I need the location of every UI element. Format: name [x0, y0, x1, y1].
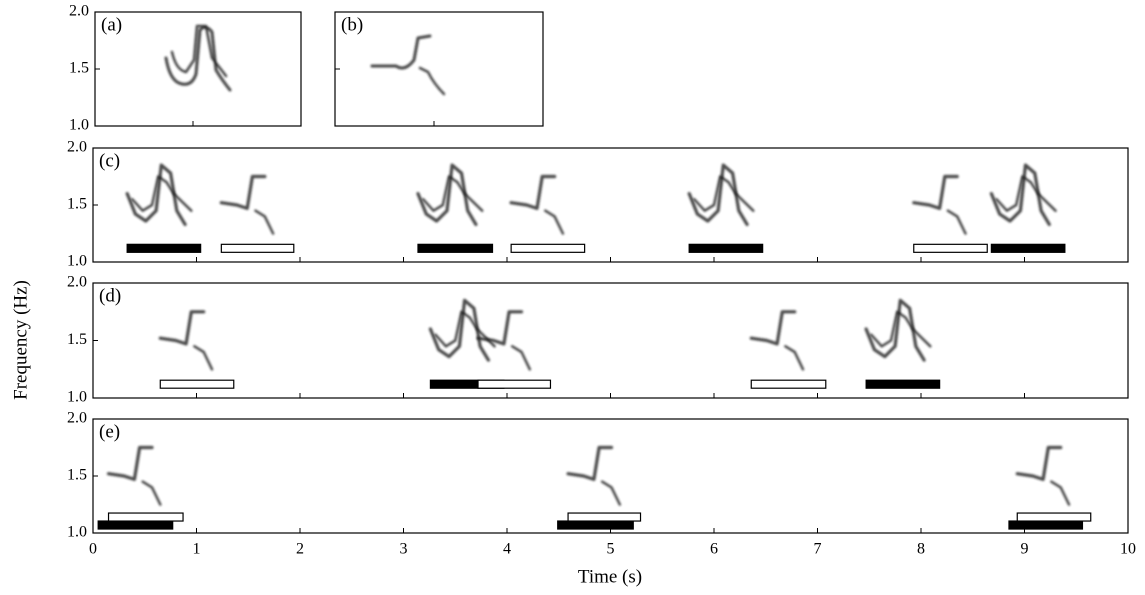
spectrogram-a	[164, 24, 232, 92]
panel-label: (c)	[99, 150, 120, 171]
syllable	[131, 175, 193, 212]
panel-label: (a)	[101, 14, 122, 35]
syllable	[509, 174, 557, 210]
y-tick-label: 2.0	[69, 3, 89, 20]
syllable	[125, 163, 187, 226]
y-tick-label: 1.0	[69, 117, 89, 134]
x-tick-label: 9	[1021, 541, 1029, 558]
syllable	[106, 445, 154, 481]
x-tick-label: 4	[503, 541, 511, 558]
x-tick-label: 2	[296, 541, 304, 558]
bar-open	[159, 379, 235, 389]
x-tick-label: 6	[710, 541, 718, 558]
syllable	[1050, 480, 1071, 506]
bar-open	[107, 512, 184, 522]
y-tick-label: 1.5	[67, 467, 87, 484]
bar-open	[913, 243, 988, 253]
panel-frame	[92, 282, 1129, 399]
bar-filled	[417, 243, 494, 253]
x-tick-label: 5	[607, 541, 615, 558]
syllable	[193, 345, 214, 371]
syllable	[566, 445, 614, 481]
panel: (b)	[334, 11, 544, 127]
syllable	[1015, 445, 1063, 481]
syllable	[434, 310, 496, 348]
panel: (a) 1.0 1.5 2.0	[69, 3, 302, 134]
syllable	[476, 310, 524, 346]
panel-label: (d)	[99, 285, 121, 306]
bar-open	[510, 243, 586, 253]
x-tick-label: 0	[89, 541, 97, 558]
y-tick-label: 1.5	[67, 196, 87, 213]
bar-open	[567, 512, 642, 522]
y-tick-label: 1.0	[67, 253, 87, 270]
bar-filled	[865, 379, 941, 389]
panel-frame	[94, 11, 302, 127]
y-axis-label: Frequency (Hz)	[10, 280, 31, 400]
y-tick-label: 1.0	[67, 389, 87, 406]
y-tick-label: 1.0	[67, 524, 87, 541]
panel-label: (e)	[99, 421, 120, 442]
bar-filled	[126, 243, 202, 253]
syllable	[687, 163, 749, 226]
syllable	[544, 209, 565, 235]
x-tick-label: 1	[193, 541, 201, 558]
syllable	[421, 175, 484, 212]
y-tick-label: 2.0	[67, 139, 87, 156]
panel: (c) 1.0 1.5 2.0	[67, 139, 1129, 270]
syllable	[995, 175, 1057, 212]
syllable	[870, 310, 932, 348]
syllable	[510, 345, 532, 371]
syllable	[946, 209, 967, 235]
bar-filled	[557, 520, 634, 530]
syllable	[749, 310, 797, 346]
syllable	[158, 310, 206, 346]
y-tick-label: 1.5	[69, 60, 89, 77]
x-tick-label: 3	[400, 541, 408, 558]
syllable	[141, 480, 162, 506]
spectrogram-b	[370, 34, 446, 96]
syllable	[219, 174, 267, 210]
panel: (d) 1.0 1.5 2.0	[67, 274, 1129, 406]
bar-open	[1016, 512, 1092, 522]
syllable	[370, 34, 432, 70]
syllable	[254, 209, 275, 235]
syllable	[864, 298, 926, 362]
x-axis-label: Time (s)	[578, 566, 642, 587]
syllable	[170, 24, 228, 78]
bar-open	[220, 243, 295, 253]
panel-frame	[334, 11, 544, 127]
syllable	[693, 175, 755, 212]
panel-label: (b)	[341, 14, 363, 35]
bar-open	[477, 379, 552, 389]
syllable	[912, 174, 959, 210]
y-tick-label: 2.0	[67, 410, 87, 427]
bar-filled	[1008, 520, 1084, 530]
bar-filled	[97, 520, 174, 530]
y-tick-label: 2.0	[67, 274, 87, 291]
y-tick-label: 1.5	[67, 331, 87, 348]
bar-open	[750, 379, 827, 389]
syllable	[989, 163, 1051, 226]
bar-filled	[990, 243, 1066, 253]
x-tick-label: 8	[917, 541, 925, 558]
syllable	[600, 480, 622, 506]
panel: (e) 1.0 1.5 2.0 0 1 2 3 4 5 6 7 8 9 10	[67, 410, 1136, 558]
syllable	[784, 345, 805, 371]
bar-filled	[688, 243, 764, 253]
x-tick-label: 7	[814, 541, 822, 558]
syllable	[416, 163, 478, 226]
syllable	[418, 66, 446, 96]
x-tick-label: 10	[1120, 541, 1136, 558]
syllable	[164, 25, 232, 92]
